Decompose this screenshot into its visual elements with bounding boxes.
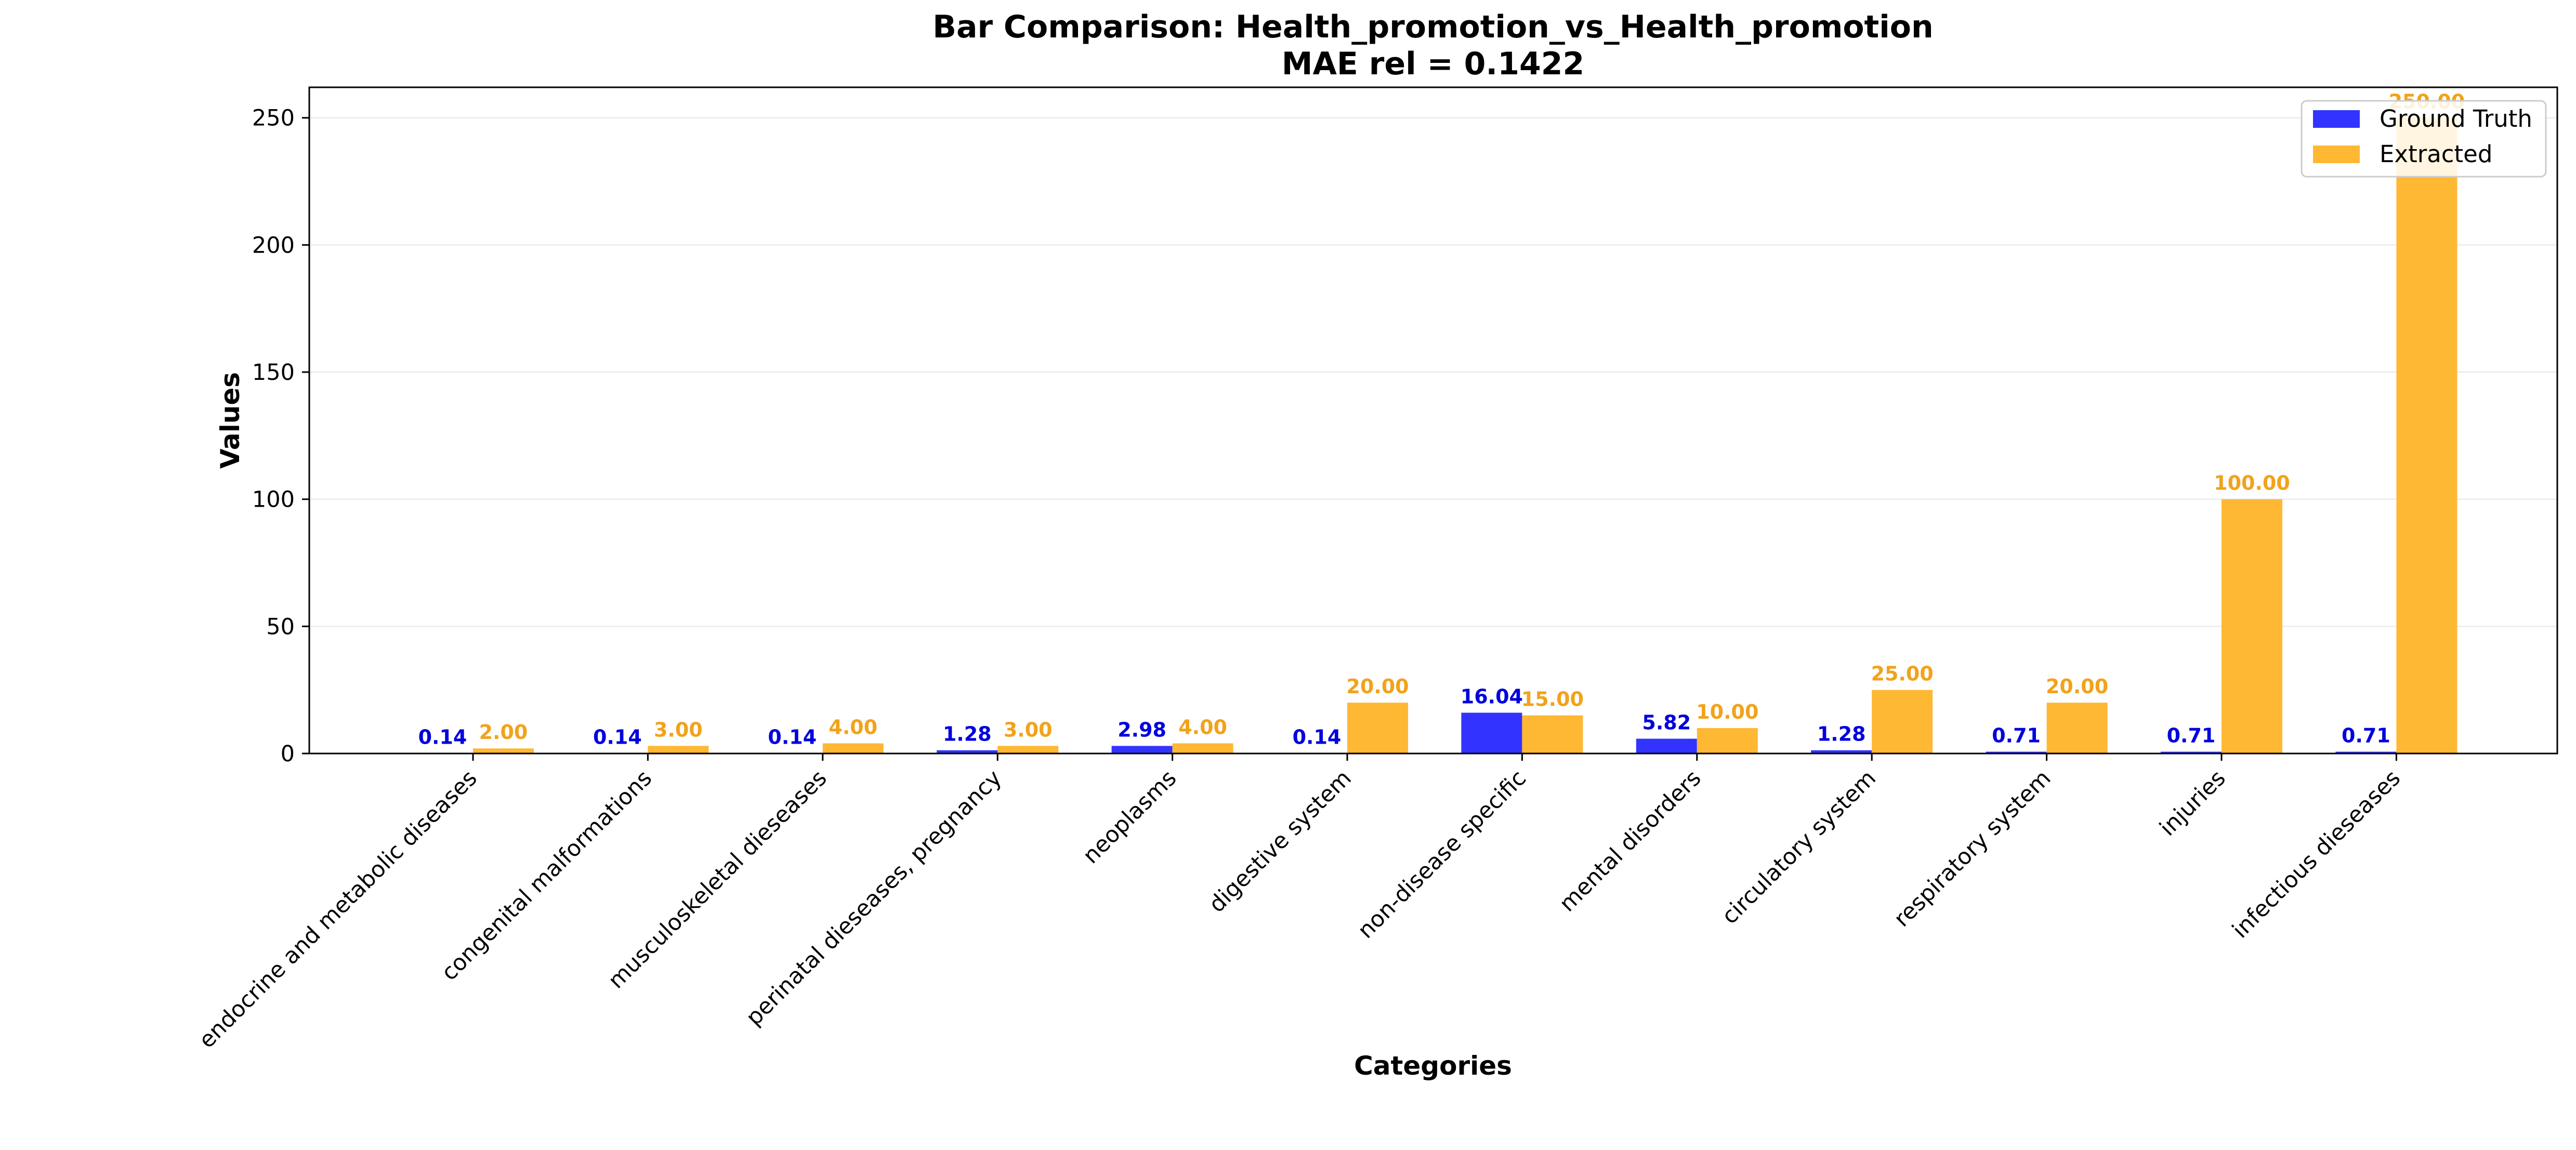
value-label-ground-truth-injuries: 0.71: [2167, 724, 2216, 747]
value-label-ground-truth-neoplasms: 2.98: [1118, 718, 1166, 741]
legend-swatch-ground-truth: [2313, 110, 2360, 128]
bar-ground-truth-non-disease-specific: [1461, 712, 1522, 754]
value-label-ground-truth-non-disease-specific: 16.04: [1461, 685, 1523, 708]
plot-area-frame: [308, 86, 2558, 755]
bar-extracted-digestive-system: [1347, 703, 1408, 754]
y-tick-label: 0: [281, 741, 295, 767]
value-label-ground-truth-digestive-system: 0.14: [1293, 725, 1342, 748]
bar-extracted-non-disease-specific: [1522, 715, 1583, 754]
bar-extracted-circulatory-system: [1872, 690, 1933, 754]
value-label-ground-truth-musculoskeletal-dieseases: 0.14: [768, 725, 817, 748]
y-tick-label: 50: [266, 614, 295, 640]
y-tick-label: 100: [252, 487, 295, 513]
value-label-extracted-perinatal-dieseases-pregnancy: 3.00: [1004, 718, 1053, 741]
value-label-ground-truth-circulatory-system: 1.28: [1817, 723, 1866, 746]
legend-label-ground-truth: Ground Truth: [2380, 105, 2532, 133]
value-label-extracted-endocrine-and-metabolic-diseases: 2.00: [479, 721, 528, 744]
bars: [412, 117, 2457, 754]
legend-swatch-extracted: [2313, 146, 2360, 163]
bar-ground-truth-neoplasms: [1111, 746, 1173, 754]
value-label-extracted-mental-disorders: 10.00: [1696, 700, 1758, 723]
y-tick-label: 150: [252, 360, 295, 386]
bar-extracted-respiratory-system: [2046, 703, 2108, 754]
value-label-ground-truth-mental-disorders: 5.82: [1642, 711, 1691, 734]
value-label-ground-truth-endocrine-and-metabolic-diseases: 0.14: [418, 725, 467, 748]
bar-extracted-musculoskeletal-dieseases: [822, 743, 884, 754]
bar-ground-truth-injuries: [2161, 751, 2222, 754]
bar-ground-truth-mental-disorders: [1636, 738, 1697, 754]
chart-subtitle: MAE rel = 0.1422: [1282, 46, 1584, 82]
legend: Ground Truth Extracted: [2301, 100, 2547, 178]
bar-extracted-congenital-malformations: [648, 746, 709, 754]
bar-ground-truth-respiratory-system: [1986, 751, 2047, 754]
y-axis-ticks: 0 50 100 150 200 250: [252, 105, 309, 767]
value-label-extracted-non-disease-specific: 15.00: [1521, 688, 1584, 711]
value-label-ground-truth-perinatal-dieseases-pregnancy: 1.28: [943, 723, 992, 746]
bar-extracted-endocrine-and-metabolic-diseases: [473, 748, 534, 754]
bar-extracted-injuries: [2222, 499, 2282, 754]
y-tick-label: 250: [252, 105, 295, 131]
bar-extracted-perinatal-dieseases-pregnancy: [997, 746, 1059, 754]
bar-extracted-neoplasms: [1172, 743, 1233, 754]
value-label-ground-truth-infectious-dieseases: 0.71: [2342, 724, 2390, 747]
value-label-extracted-circulatory-system: 25.00: [1871, 663, 1934, 685]
value-label-ground-truth-respiratory-system: 0.71: [1992, 724, 2041, 747]
x-axis-label: Categories: [1354, 1051, 1512, 1081]
bar-extracted-infectious-dieseases: [2396, 117, 2457, 754]
value-label-extracted-respiratory-system: 20.00: [2046, 675, 2108, 698]
bar-ground-truth-infectious-dieseases: [2335, 751, 2397, 754]
value-label-extracted-musculoskeletal-dieseases: 4.00: [829, 716, 877, 738]
legend-frame: [2301, 100, 2547, 178]
legend-label-extracted: Extracted: [2380, 140, 2492, 168]
value-labels: 0.14 2.00 0.14 3.00 0.14 4.00 1.28 3.00 2.98 4.00…: [418, 90, 2465, 749]
value-label-extracted-digestive-system: 20.00: [1346, 675, 1409, 698]
value-label-extracted-neoplasms: 4.00: [1178, 716, 1227, 738]
bar-ground-truth-perinatal-dieseases-pregnancy: [937, 750, 998, 754]
value-label-extracted-injuries: 100.00: [2214, 472, 2290, 495]
y-axis-label: Values: [215, 372, 245, 469]
value-label-extracted-congenital-malformations: 3.00: [654, 718, 703, 741]
chart-title: Bar Comparison: Health_promotion_vs_Heal…: [932, 9, 1934, 45]
bar-ground-truth-circulatory-system: [1811, 750, 1872, 754]
value-label-ground-truth-congenital-malformations: 0.14: [593, 725, 642, 748]
bar-extracted-mental-disorders: [1697, 728, 1758, 754]
y-tick-label: 200: [252, 232, 295, 258]
